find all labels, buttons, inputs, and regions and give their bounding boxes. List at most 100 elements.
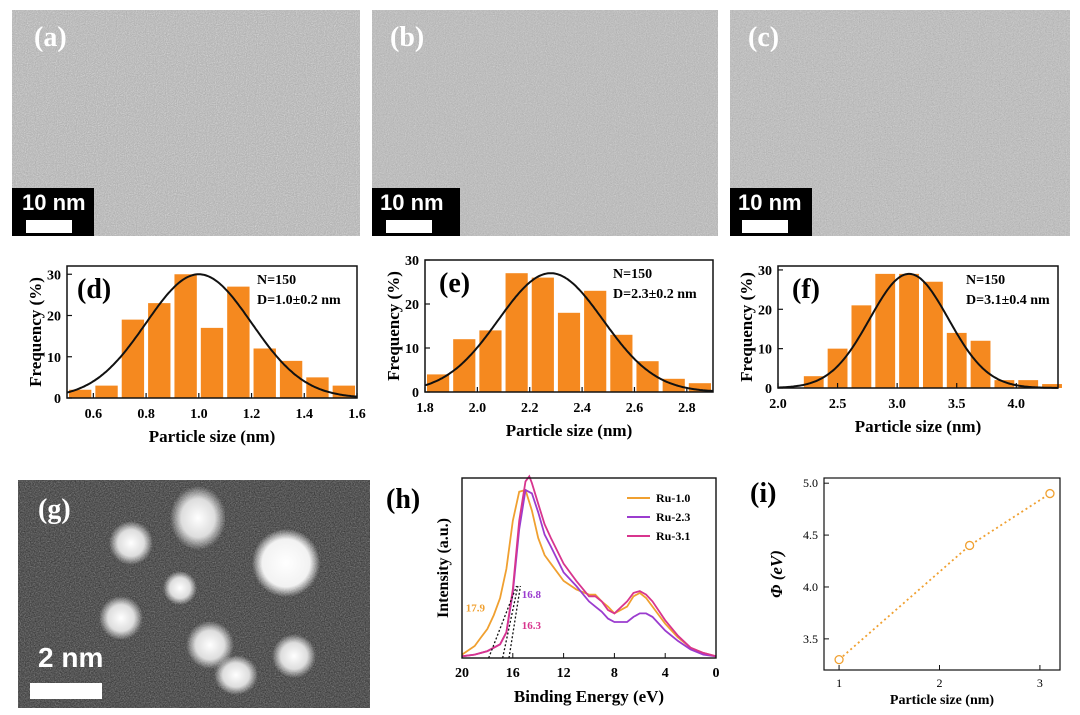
annotation-n: N=150 <box>613 267 652 282</box>
scale-bar-b: 10 nm <box>372 188 460 236</box>
y-axis-label: Frequency (%) <box>26 277 45 387</box>
haadf-texture-g <box>18 480 370 708</box>
plot-frame <box>823 477 1061 671</box>
gaussian-fit-curve <box>777 272 1058 389</box>
plot-frame <box>424 259 714 393</box>
x-tick-label: 2.6 <box>626 401 644 416</box>
histogram-bar <box>584 290 607 392</box>
panel-label: (h) <box>386 484 420 515</box>
scatter-i: 1 2 3 3.5 4.0 4.5 5.0 Particle size (nm) Φ (eV) (… <box>750 476 1061 708</box>
histogram-bar <box>453 339 476 392</box>
plot-frame <box>777 265 1059 389</box>
scale-text-b: 10 nm <box>380 190 444 215</box>
histogram-bar <box>479 330 502 392</box>
trend-line <box>838 492 1051 661</box>
gaussian-fit-curve <box>424 272 714 392</box>
panel-label: (e) <box>439 268 470 299</box>
y-tick-label: 5.0 <box>803 476 818 490</box>
histogram-bar <box>1042 384 1062 388</box>
haadf-image-g: (g) 2 nm <box>18 480 370 708</box>
y-tick-label: 4.0 <box>803 580 818 594</box>
histogram-bar <box>279 360 303 398</box>
x-tick-label: 2.8 <box>678 401 696 416</box>
x-axis-label: Particle size (nm) <box>149 427 276 446</box>
cluster <box>272 634 316 678</box>
histogram-bar <box>946 332 967 388</box>
y-tick-label: 10 <box>405 342 419 357</box>
y-tick-label: 4.5 <box>803 528 818 542</box>
x-axis-label: Binding Energy (eV) <box>514 687 664 706</box>
x-tick-label: 2.0 <box>469 401 487 416</box>
x-tick-label: 8 <box>611 666 618 681</box>
y-tick-label: 20 <box>47 310 61 325</box>
x-axis-label: Particle size (nm) <box>506 421 633 440</box>
x-tick-label: 2.0 <box>769 397 787 412</box>
scale-bar-g <box>30 683 102 699</box>
annotation-d: D=1.0±0.2 nm <box>257 293 341 308</box>
onset-line <box>502 585 519 659</box>
histogram-bar <box>851 305 872 388</box>
panel-label-c: (c) <box>748 22 780 53</box>
y-tick-label: 30 <box>405 254 419 269</box>
x-tick-label: 3 <box>1037 676 1043 690</box>
onset-line <box>488 585 518 659</box>
histogram-bar <box>227 286 250 398</box>
y-axis-label: Frequency (%) <box>384 271 403 381</box>
cluster <box>214 655 258 695</box>
annotation-n: N=150 <box>257 273 296 288</box>
y-tick-label: 10 <box>758 343 772 358</box>
panel-label-g: (g) <box>38 494 71 525</box>
histogram-bar <box>1018 380 1039 388</box>
histogram-f: 2.0 2.5 3.0 3.5 4.0 0 10 20 30 Particle size (nm)… <box>737 264 1062 436</box>
histogram-bar <box>922 281 943 388</box>
x-tick-label: 3.0 <box>888 397 906 412</box>
x-tick-label: 3.5 <box>948 397 966 412</box>
histogram-bar <box>875 273 896 388</box>
panel-label: (i) <box>750 478 776 509</box>
onset-annotation: 16.3 <box>522 620 542 632</box>
tem-image-a: (a) 10 nm <box>12 10 360 236</box>
histogram-bar <box>200 327 224 398</box>
cluster <box>170 486 226 550</box>
cluster <box>252 529 320 597</box>
x-tick-label: 0 <box>713 666 720 681</box>
x-tick-label: 0.8 <box>137 407 155 422</box>
cluster <box>163 571 197 605</box>
y-tick-label: 0 <box>54 392 61 407</box>
data-point <box>964 540 975 551</box>
panel-label: (f) <box>792 274 820 305</box>
scale-bar-a: 10 nm <box>12 188 94 236</box>
plot-frame <box>66 265 358 399</box>
onset-annotation: 17.9 <box>466 603 486 615</box>
x-tick-label: 2.4 <box>573 401 591 416</box>
histogram-bar <box>557 312 581 392</box>
annotation-n: N=150 <box>966 273 1005 288</box>
cluster <box>99 596 143 640</box>
y-tick-label: 20 <box>758 303 772 318</box>
y-tick-label: 10 <box>47 351 61 366</box>
legend-label: Ru-3.1 <box>656 529 690 543</box>
histogram-bar <box>121 319 145 398</box>
histogram-bar <box>253 348 276 398</box>
y-tick-label: 3.5 <box>803 632 818 646</box>
histogram-bar <box>899 273 919 388</box>
x-tick-label: 2.2 <box>521 401 539 416</box>
annotation-d: D=2.3±0.2 nm <box>613 287 697 302</box>
x-tick-label: 1.2 <box>243 407 261 422</box>
x-tick-label: 1.4 <box>296 407 314 422</box>
data-point <box>834 654 844 665</box>
annotation-d: D=3.1±0.4 nm <box>966 293 1050 308</box>
x-tick-label: 1 <box>836 676 842 690</box>
histogram-bar <box>505 273 528 392</box>
histogram-bar <box>688 383 711 392</box>
plot-frame <box>461 477 717 659</box>
x-axis-label: Particle size (nm) <box>890 693 995 708</box>
scale-text-a: 10 nm <box>22 190 86 215</box>
panel-label-b: (b) <box>390 22 425 53</box>
histogram-bar <box>95 385 118 398</box>
series-line-ru-1.0 <box>461 488 717 658</box>
x-tick-label: 1.8 <box>416 401 434 416</box>
y-axis-label: Intensity (a.u.) <box>435 518 452 618</box>
spectrum-h: Ru-1.0 Ru-2.3 Ru-3.1 17.9 16.8 16.3 20 16 12 8 4 0 B… <box>386 474 720 706</box>
x-tick-label: 2.5 <box>829 397 847 412</box>
